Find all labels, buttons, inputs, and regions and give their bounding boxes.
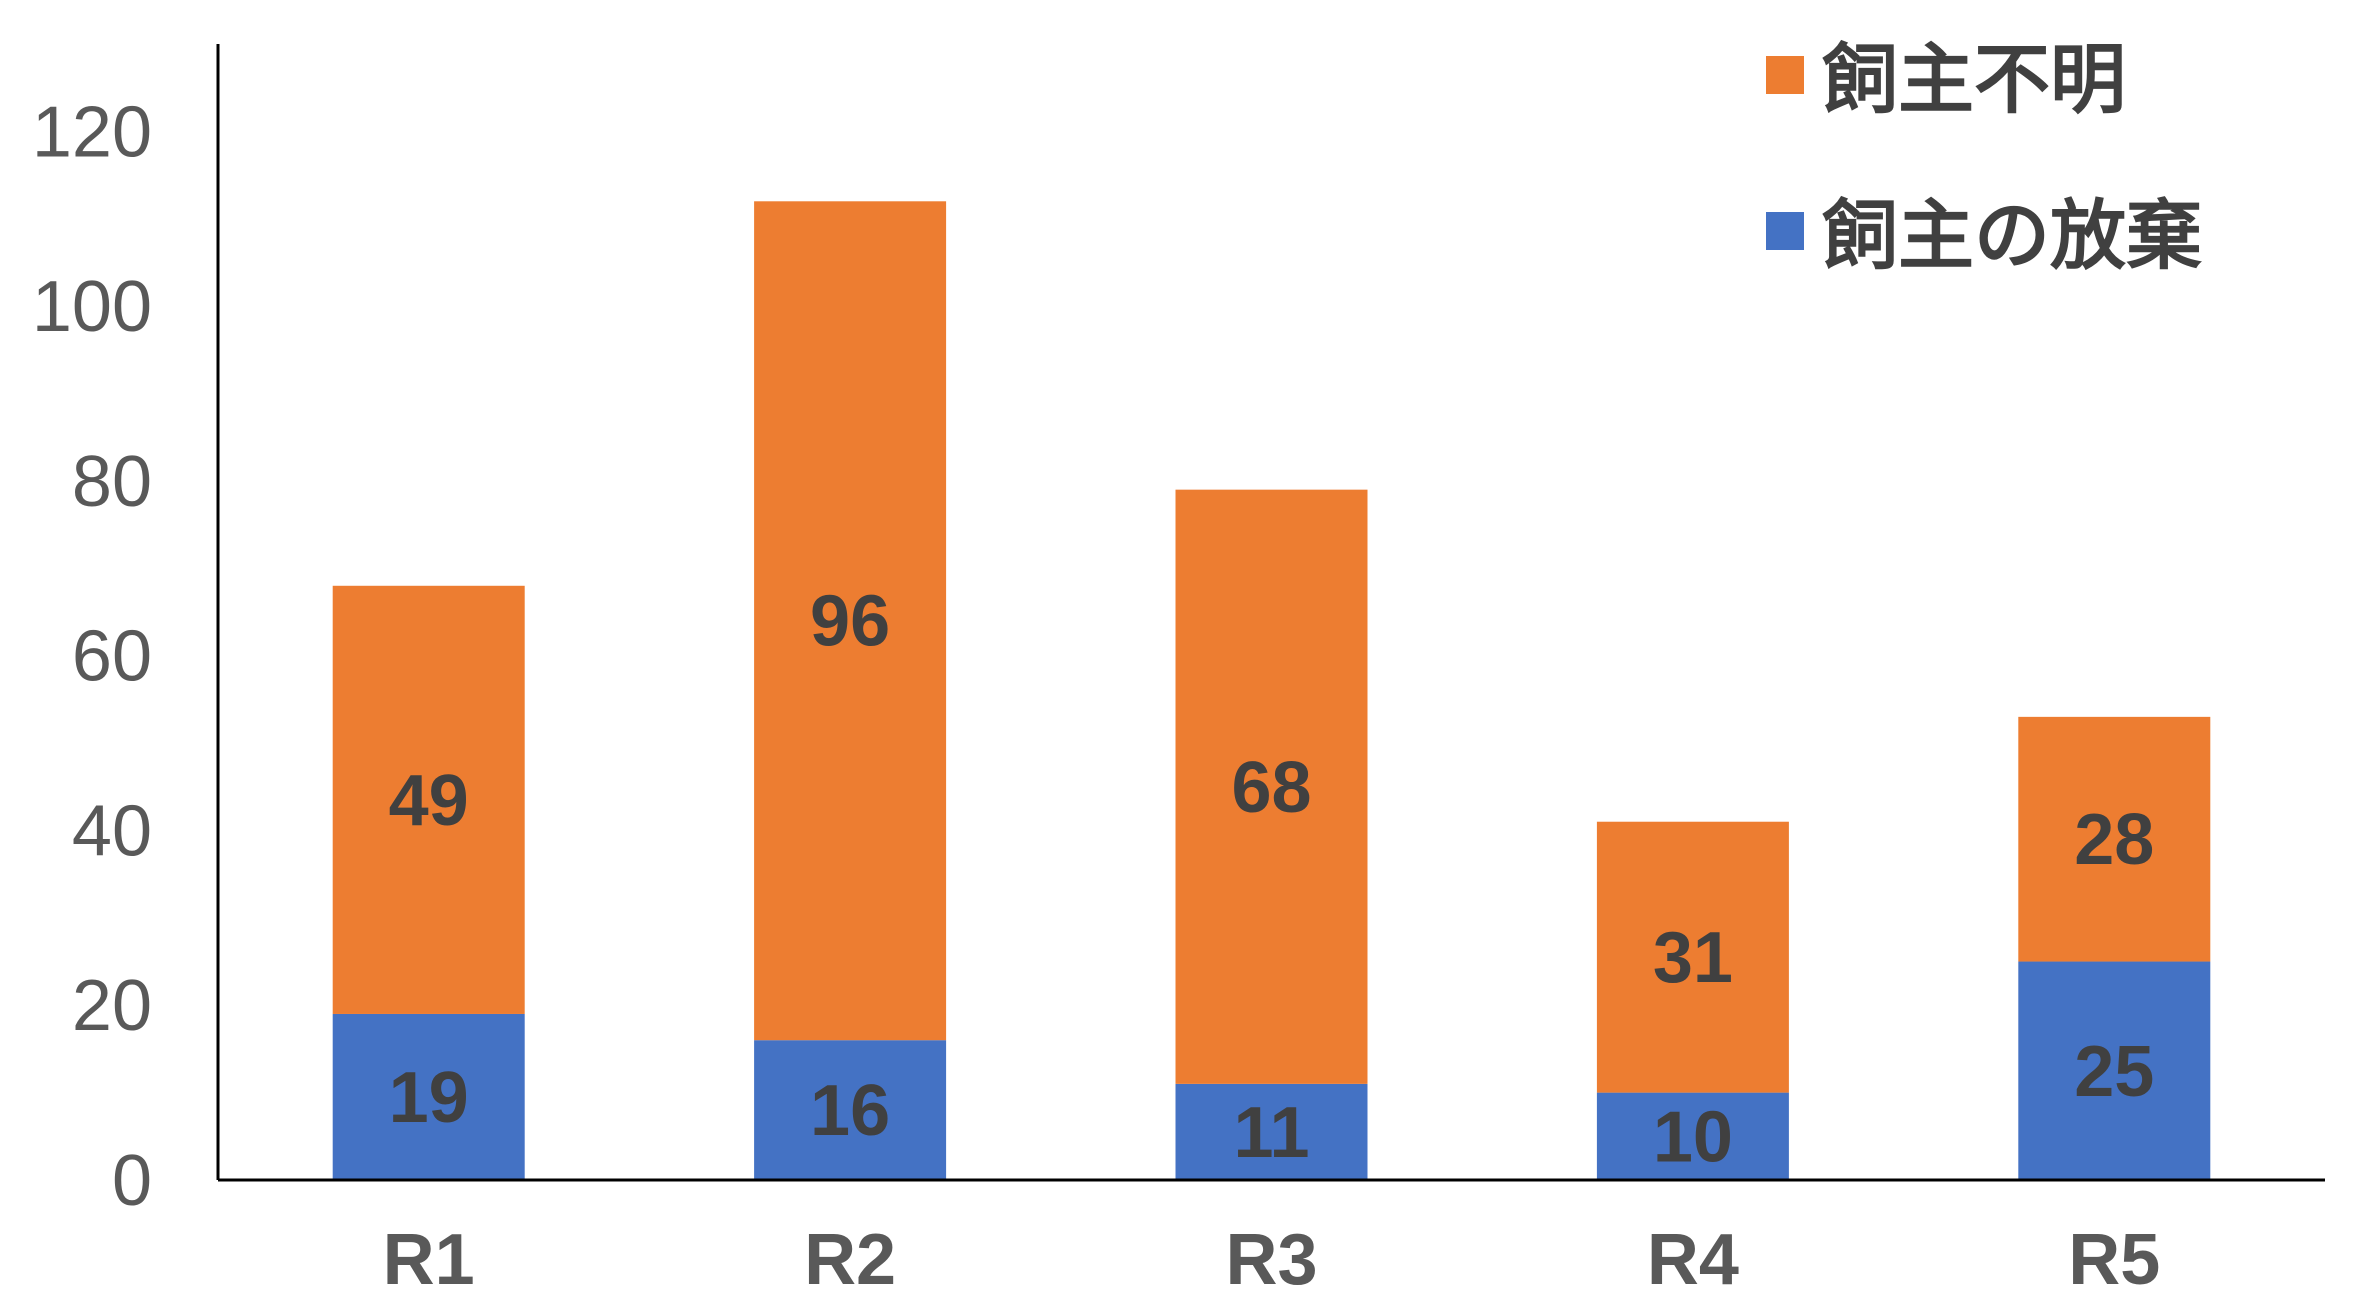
data-label: 96 bbox=[810, 582, 890, 662]
bar-segment bbox=[754, 1040, 947, 1180]
bar-segment bbox=[332, 585, 525, 1014]
bar-segment bbox=[1596, 821, 1789, 1093]
y-tick-label: 60 bbox=[72, 617, 152, 697]
data-label: 11 bbox=[1233, 1093, 1309, 1173]
bars-group bbox=[332, 201, 2211, 1180]
bar-segment bbox=[754, 201, 947, 1041]
data-label: 25 bbox=[2074, 1032, 2154, 1112]
bar-segment bbox=[332, 1013, 525, 1180]
y-tick-label: 20 bbox=[72, 966, 152, 1046]
x-category-label: R2 bbox=[804, 1220, 896, 1300]
y-tick-label: 100 bbox=[32, 267, 152, 347]
legend-label: 飼主の放棄 bbox=[1822, 191, 2202, 280]
bar-segment bbox=[2018, 961, 2211, 1180]
x-category-label: R4 bbox=[1647, 1220, 1739, 1300]
legend-swatch bbox=[1766, 212, 1804, 250]
bar-segment bbox=[1175, 1083, 1368, 1180]
data-label: 19 bbox=[389, 1058, 469, 1138]
data-label: 31 bbox=[1653, 918, 1733, 998]
y-tick-label: 40 bbox=[72, 791, 152, 871]
data-label: 49 bbox=[389, 761, 469, 841]
x-category-label: R5 bbox=[2068, 1220, 2160, 1300]
y-tick-label: 120 bbox=[32, 92, 152, 172]
data-label: 10 bbox=[1653, 1097, 1733, 1177]
x-category-label: R3 bbox=[1225, 1220, 1317, 1300]
data-label: 16 bbox=[810, 1071, 890, 1151]
x-category-label: R1 bbox=[383, 1220, 475, 1300]
data-label: 68 bbox=[1231, 748, 1311, 828]
y-tick-label: 80 bbox=[72, 442, 152, 522]
bar-segment bbox=[1175, 489, 1368, 1084]
axes-group: 0 20 40 60 80 100 120 R1 R2 R3 R4 R5 bbox=[32, 44, 2325, 1300]
bar-segment bbox=[2018, 716, 2211, 962]
y-tick-label: 0 bbox=[112, 1141, 152, 1221]
bar-segment bbox=[1596, 1092, 1789, 1180]
data-labels-group: 19 49 16 96 11 68 10 31 25 28 bbox=[389, 582, 2155, 1178]
data-label: 28 bbox=[2074, 800, 2154, 880]
legend-swatch bbox=[1766, 56, 1804, 94]
legend-label: 飼主不明 bbox=[1822, 35, 2126, 124]
